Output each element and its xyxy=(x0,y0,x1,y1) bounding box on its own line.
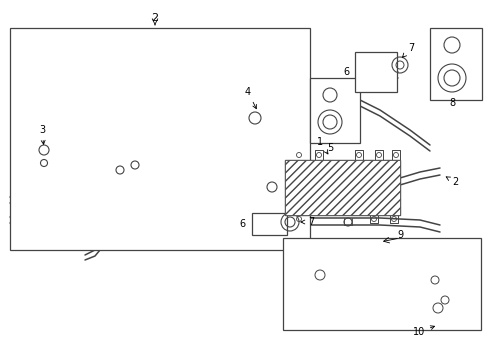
Bar xyxy=(285,160,399,215)
Text: 4: 4 xyxy=(244,87,256,109)
Text: 7: 7 xyxy=(300,217,314,227)
Text: 3: 3 xyxy=(39,125,45,144)
Text: 8: 8 xyxy=(448,98,454,108)
Text: 7: 7 xyxy=(402,43,413,57)
Text: 2: 2 xyxy=(151,13,158,23)
Text: 5: 5 xyxy=(326,143,332,153)
Text: 1: 1 xyxy=(316,137,327,154)
Bar xyxy=(283,238,480,330)
Text: 6: 6 xyxy=(238,219,244,229)
Bar xyxy=(10,28,309,250)
Bar xyxy=(354,52,396,92)
Text: 2: 2 xyxy=(445,177,457,187)
Bar xyxy=(309,78,359,143)
Text: 10: 10 xyxy=(412,326,434,337)
Bar xyxy=(429,28,481,100)
Bar xyxy=(251,213,286,235)
Text: 6: 6 xyxy=(343,67,349,77)
Text: 9: 9 xyxy=(396,230,402,240)
Bar xyxy=(285,160,399,215)
